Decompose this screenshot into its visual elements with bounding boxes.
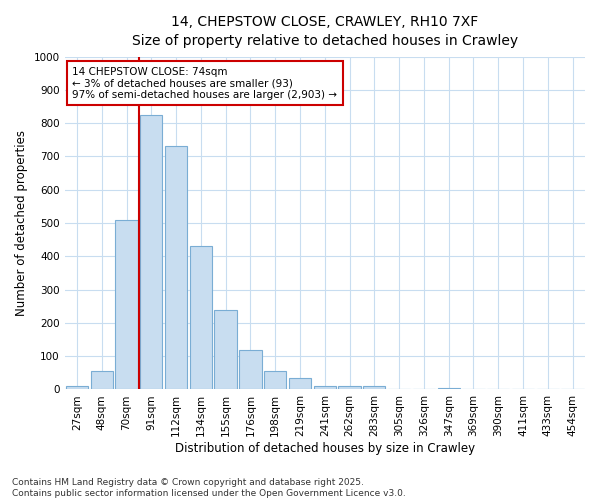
Text: 14 CHEPSTOW CLOSE: 74sqm
← 3% of detached houses are smaller (93)
97% of semi-de: 14 CHEPSTOW CLOSE: 74sqm ← 3% of detache… — [73, 66, 337, 100]
Bar — [190, 246, 212, 390]
Bar — [140, 115, 163, 390]
Bar — [115, 220, 137, 390]
Bar — [214, 310, 237, 390]
Y-axis label: Number of detached properties: Number of detached properties — [15, 130, 28, 316]
Bar — [239, 350, 262, 390]
Bar — [289, 378, 311, 390]
Bar — [66, 386, 88, 390]
Text: Contains HM Land Registry data © Crown copyright and database right 2025.
Contai: Contains HM Land Registry data © Crown c… — [12, 478, 406, 498]
Bar — [437, 388, 460, 390]
Bar — [338, 386, 361, 390]
Title: 14, CHEPSTOW CLOSE, CRAWLEY, RH10 7XF
Size of property relative to detached hous: 14, CHEPSTOW CLOSE, CRAWLEY, RH10 7XF Si… — [132, 15, 518, 48]
Bar — [363, 386, 385, 390]
Bar — [264, 371, 286, 390]
Bar — [314, 386, 336, 390]
X-axis label: Distribution of detached houses by size in Crawley: Distribution of detached houses by size … — [175, 442, 475, 455]
Bar — [91, 371, 113, 390]
Bar — [165, 146, 187, 390]
